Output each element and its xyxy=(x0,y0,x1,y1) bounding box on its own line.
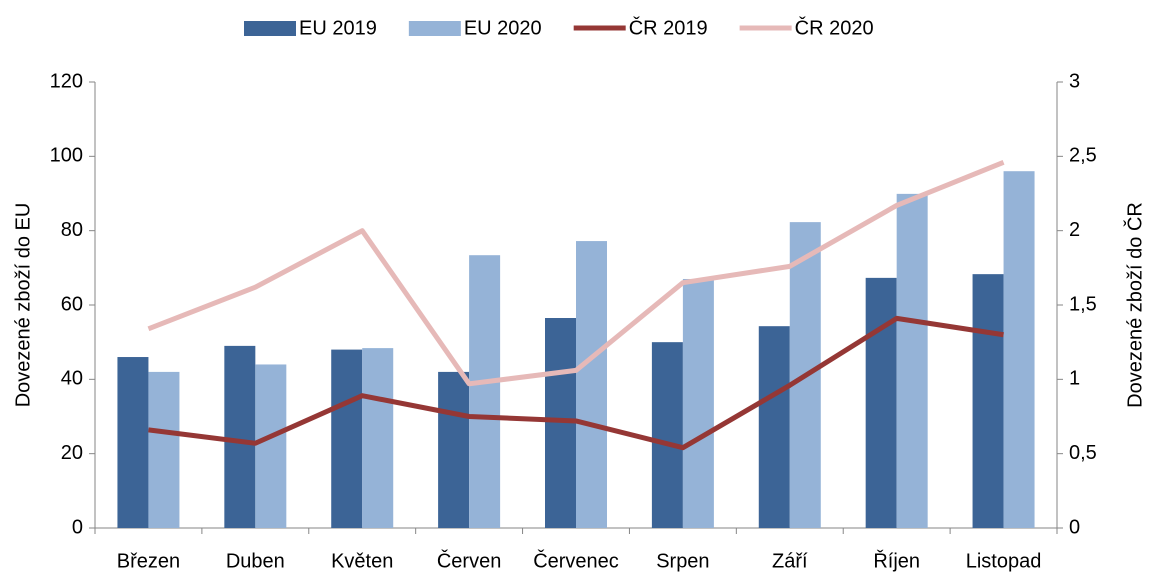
x-tick-label: Červen xyxy=(437,549,501,572)
y-tick-label: 100 xyxy=(50,145,83,167)
bar xyxy=(896,193,928,528)
y-tick-label: 20 xyxy=(61,442,83,464)
bar xyxy=(469,255,501,529)
y-tick-label: 120 xyxy=(50,70,83,92)
x-tick-label: Květen xyxy=(331,550,393,572)
bar xyxy=(972,274,1004,528)
x-tick-label: Srpen xyxy=(656,550,709,572)
y-tick-label: 0 xyxy=(72,516,83,538)
bar xyxy=(682,278,714,528)
x-tick-label: Září xyxy=(772,550,808,572)
y-tick-label: 80 xyxy=(61,219,83,241)
y2-tick-label: 1,5 xyxy=(1069,293,1097,315)
y-tick-label: 40 xyxy=(61,368,83,390)
x-tick-label: Duben xyxy=(226,550,285,572)
y2-tick-label: 2 xyxy=(1069,219,1080,241)
legend-swatch xyxy=(408,21,461,36)
y2-tick-label: 3 xyxy=(1069,70,1080,92)
bar xyxy=(224,345,256,528)
y2-axis-label: Dovezené zboží do ČR xyxy=(1123,202,1146,408)
x-tick-label: Listopad xyxy=(966,550,1042,572)
legend-label: ČR 2019 xyxy=(629,16,708,39)
legend-swatch xyxy=(244,21,296,36)
bar xyxy=(438,371,470,528)
y2-tick-label: 1 xyxy=(1069,368,1080,390)
line xyxy=(148,315,1004,451)
legend-label: ČR 2020 xyxy=(795,16,874,39)
bar xyxy=(117,357,149,528)
bar xyxy=(651,342,683,528)
line xyxy=(147,159,1005,387)
x-tick-label: Červenec xyxy=(533,549,619,572)
y2-tick-label: 0 xyxy=(1069,516,1080,538)
bar xyxy=(331,349,363,528)
bar xyxy=(255,364,287,528)
bar xyxy=(865,277,897,528)
y-tick-label: 60 xyxy=(61,293,83,315)
legend-label: EU 2019 xyxy=(299,17,377,39)
y2-tick-label: 2,5 xyxy=(1069,145,1097,167)
bar xyxy=(1003,171,1035,528)
x-tick-label: Říjen xyxy=(873,549,920,572)
y2-tick-label: 0,5 xyxy=(1069,442,1097,464)
x-tick-label: Březen xyxy=(117,550,180,572)
y-axis-label: Dovezené zboží do EU xyxy=(12,203,34,408)
bar xyxy=(362,348,394,528)
legend-label: EU 2020 xyxy=(464,17,542,39)
bar xyxy=(576,241,607,528)
bar xyxy=(148,371,180,528)
bar xyxy=(758,326,790,528)
